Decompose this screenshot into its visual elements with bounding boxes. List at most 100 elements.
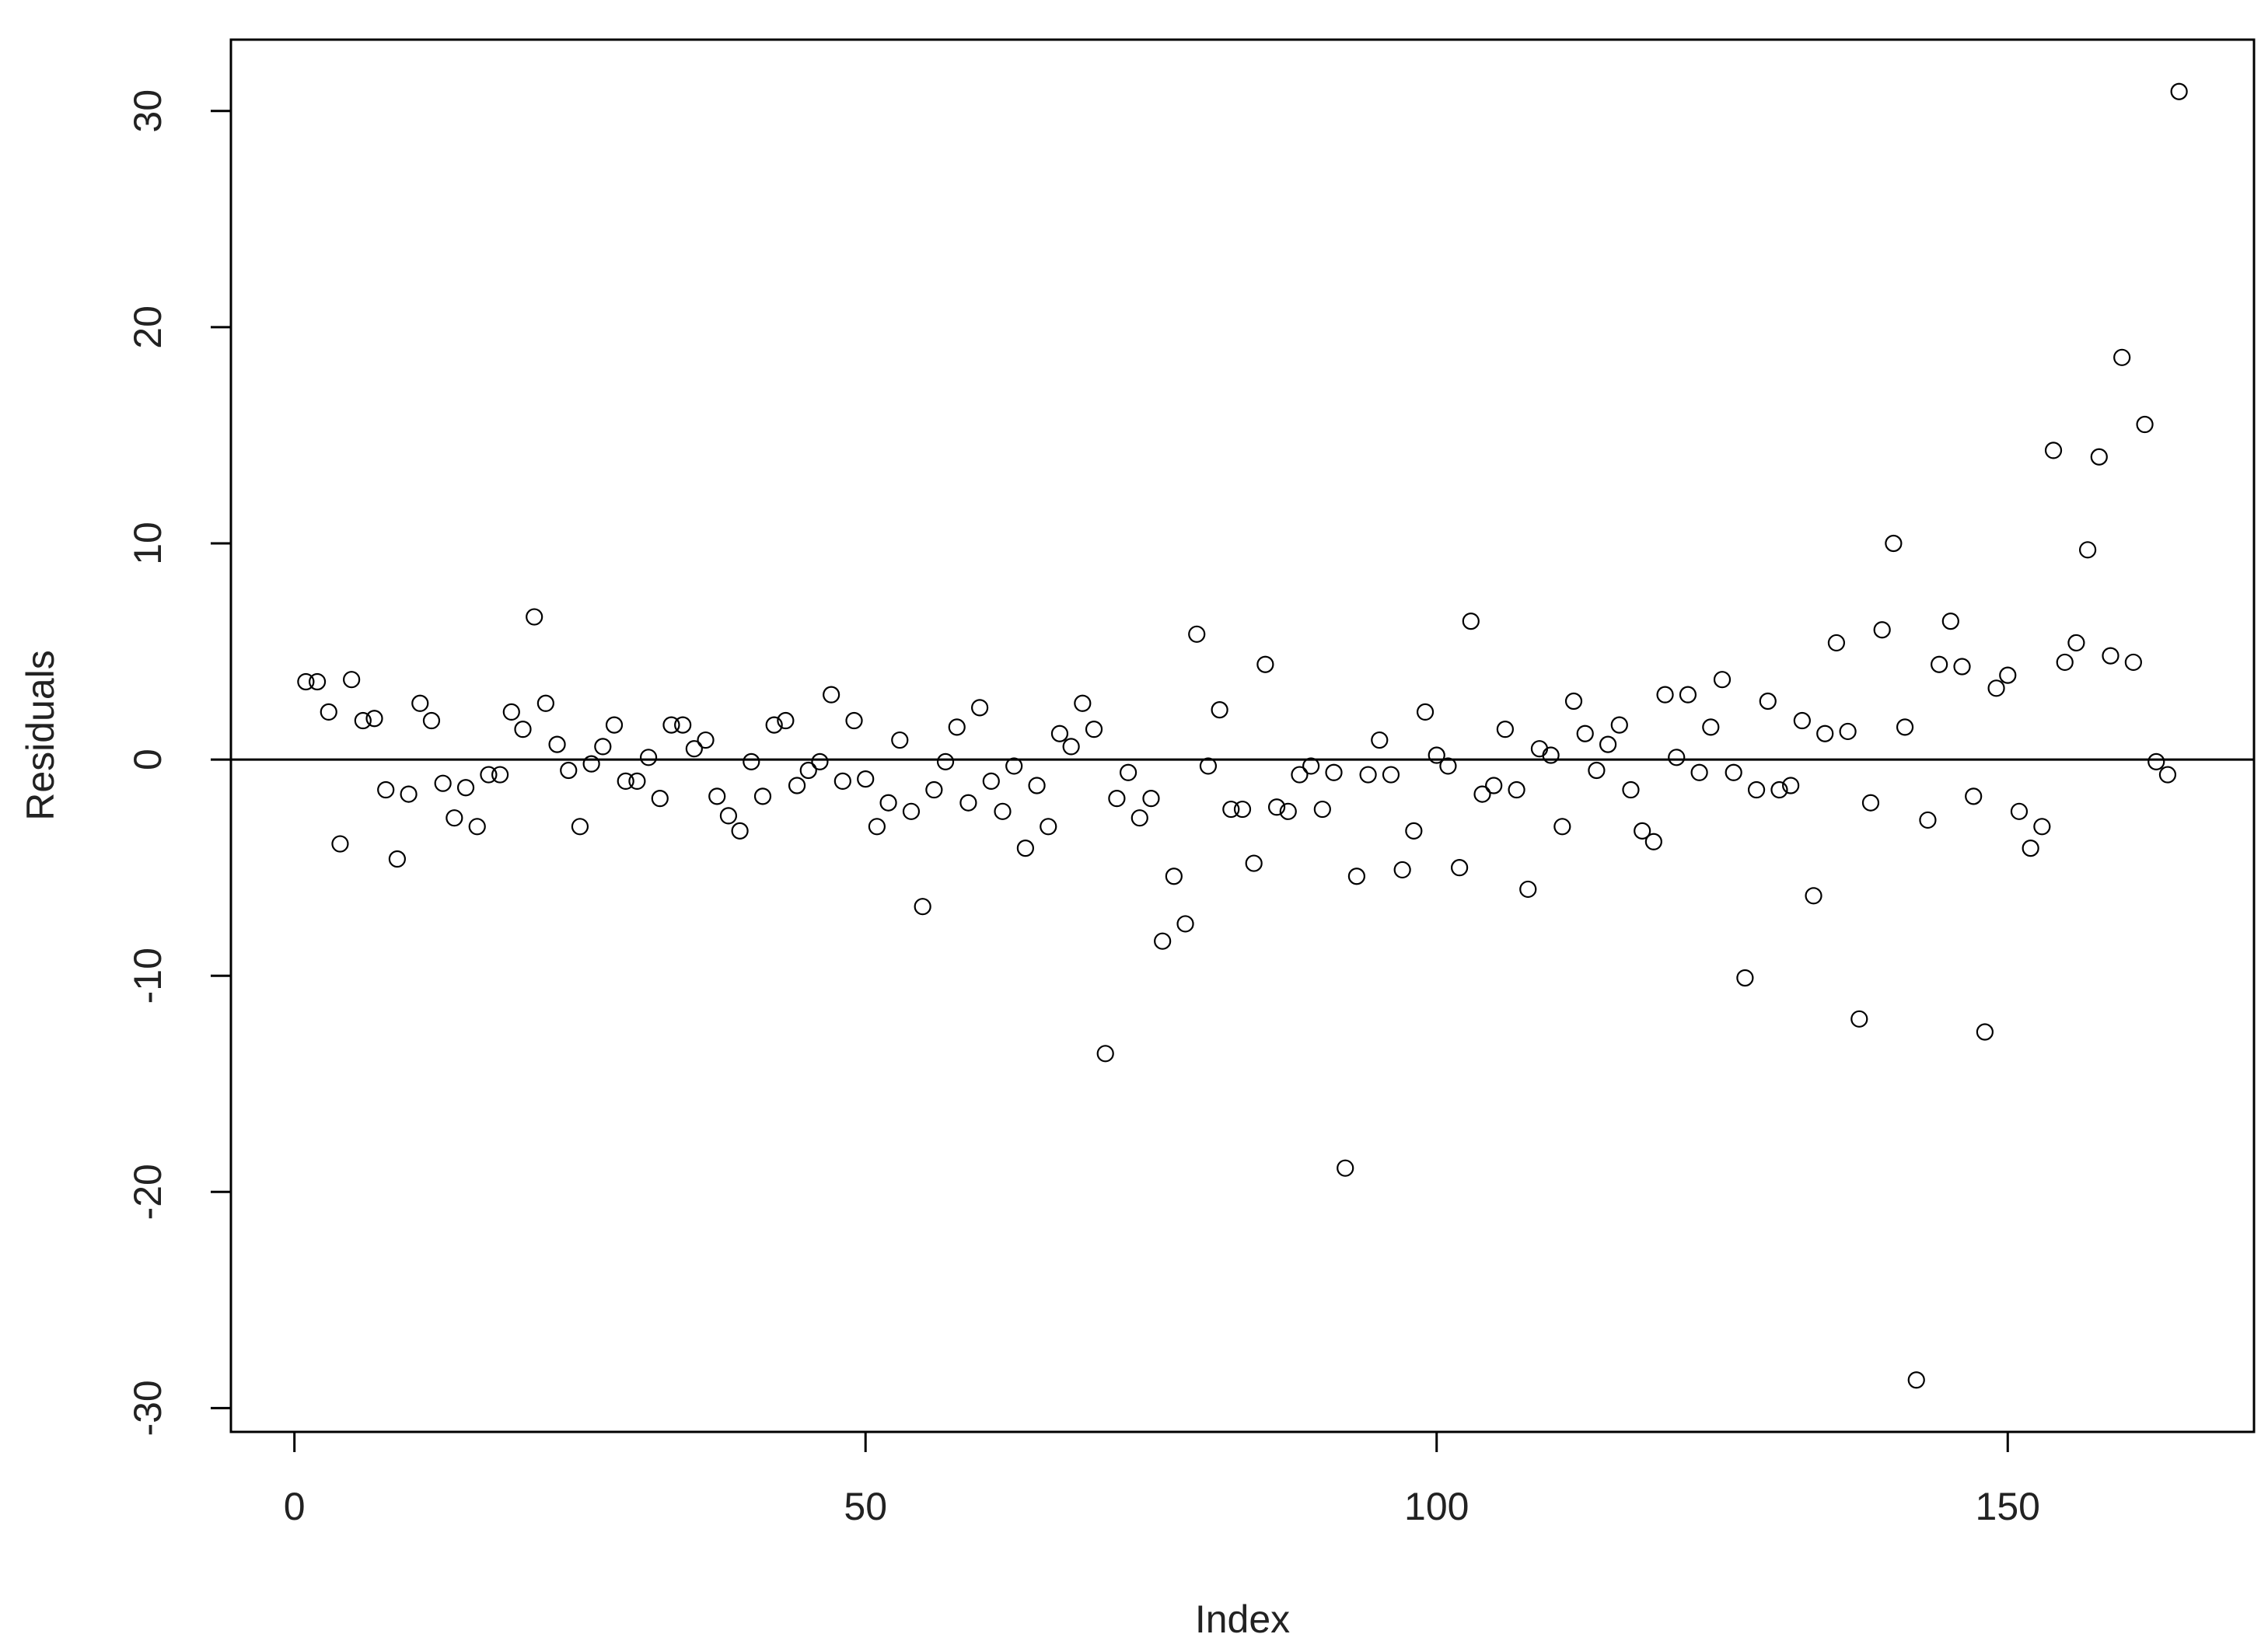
point: [1359, 766, 1377, 784]
point: [2044, 442, 2063, 459]
point: [1850, 1010, 1868, 1028]
point: [1999, 666, 2017, 684]
point: [617, 772, 634, 791]
y-tick-label: -20: [126, 1164, 169, 1220]
point: [1119, 763, 1137, 781]
point: [526, 608, 543, 626]
point: [1313, 800, 1331, 819]
point: [1530, 740, 1549, 758]
point: [331, 835, 349, 853]
point: [1861, 794, 1880, 812]
point: [1028, 777, 1046, 794]
point: [1199, 757, 1218, 775]
x-tick-label: 50: [844, 1485, 887, 1528]
point: [2033, 818, 2051, 836]
point: [1176, 915, 1194, 933]
point: [1428, 746, 1445, 764]
point: [1542, 746, 1560, 764]
point: [1279, 802, 1297, 820]
point: [308, 672, 327, 691]
point: [480, 766, 498, 784]
point: [1005, 757, 1023, 775]
point: [1405, 822, 1423, 840]
point: [1793, 711, 1811, 730]
point: [845, 711, 863, 730]
point: [560, 761, 578, 780]
point: [1439, 757, 1457, 775]
point: [1599, 735, 1617, 753]
plot-frame: [229, 38, 2256, 1433]
point: [753, 787, 772, 805]
point: [1302, 757, 1320, 775]
point: [1325, 763, 1343, 781]
point: [1222, 800, 1240, 819]
point: [1805, 887, 1822, 905]
point: [343, 671, 361, 689]
point: [422, 711, 441, 730]
point: [1644, 833, 1662, 850]
point: [685, 740, 703, 758]
point: [1496, 721, 1514, 738]
point: [1233, 800, 1252, 819]
point: [605, 716, 624, 734]
point: [1564, 692, 1583, 711]
point: [879, 794, 897, 812]
point: [982, 772, 1000, 791]
point: [1896, 718, 1914, 736]
point: [1987, 679, 2005, 697]
point: [1919, 811, 1937, 829]
point: [2102, 647, 2119, 665]
point: [1965, 787, 1983, 805]
point: [1371, 731, 1389, 749]
point: [936, 752, 955, 770]
point: [2158, 766, 2177, 784]
point: [377, 780, 395, 799]
point: [388, 850, 406, 868]
point: [365, 710, 383, 728]
point: [1485, 777, 1503, 794]
point: [1267, 798, 1286, 816]
point: [2113, 348, 2131, 366]
point: [994, 802, 1012, 820]
point: [1188, 625, 1206, 643]
point: [823, 686, 840, 704]
point: [536, 694, 554, 712]
point: [777, 711, 795, 730]
point: [514, 721, 532, 738]
point: [857, 770, 875, 788]
point: [502, 703, 520, 721]
point: [1062, 738, 1080, 756]
point: [959, 794, 977, 812]
point: [1576, 724, 1594, 742]
point: [2090, 448, 2108, 466]
y-axis-label: Residuals: [19, 650, 62, 821]
point: [1668, 749, 1686, 766]
point: [400, 785, 418, 803]
point: [2022, 840, 2039, 857]
point: [2136, 415, 2154, 434]
point: [434, 774, 452, 792]
x-tick-label: 0: [284, 1485, 306, 1528]
point: [1337, 1159, 1354, 1177]
point: [1291, 766, 1309, 784]
point: [1941, 613, 1959, 630]
point: [662, 716, 680, 734]
point: [1690, 763, 1708, 781]
point: [811, 752, 829, 770]
point: [628, 772, 646, 791]
point: [1782, 777, 1800, 794]
point: [1747, 780, 1766, 799]
y-tick-label: 0: [126, 749, 169, 770]
point: [925, 780, 943, 799]
point: [320, 703, 337, 721]
point: [971, 699, 989, 717]
point: [491, 766, 509, 784]
point: [2010, 802, 2029, 820]
point: [1508, 780, 1525, 799]
point: [548, 735, 566, 753]
point: [1759, 692, 1777, 711]
point: [1634, 822, 1651, 840]
point: [2170, 82, 2188, 100]
point: [868, 818, 886, 836]
point: [446, 809, 463, 827]
